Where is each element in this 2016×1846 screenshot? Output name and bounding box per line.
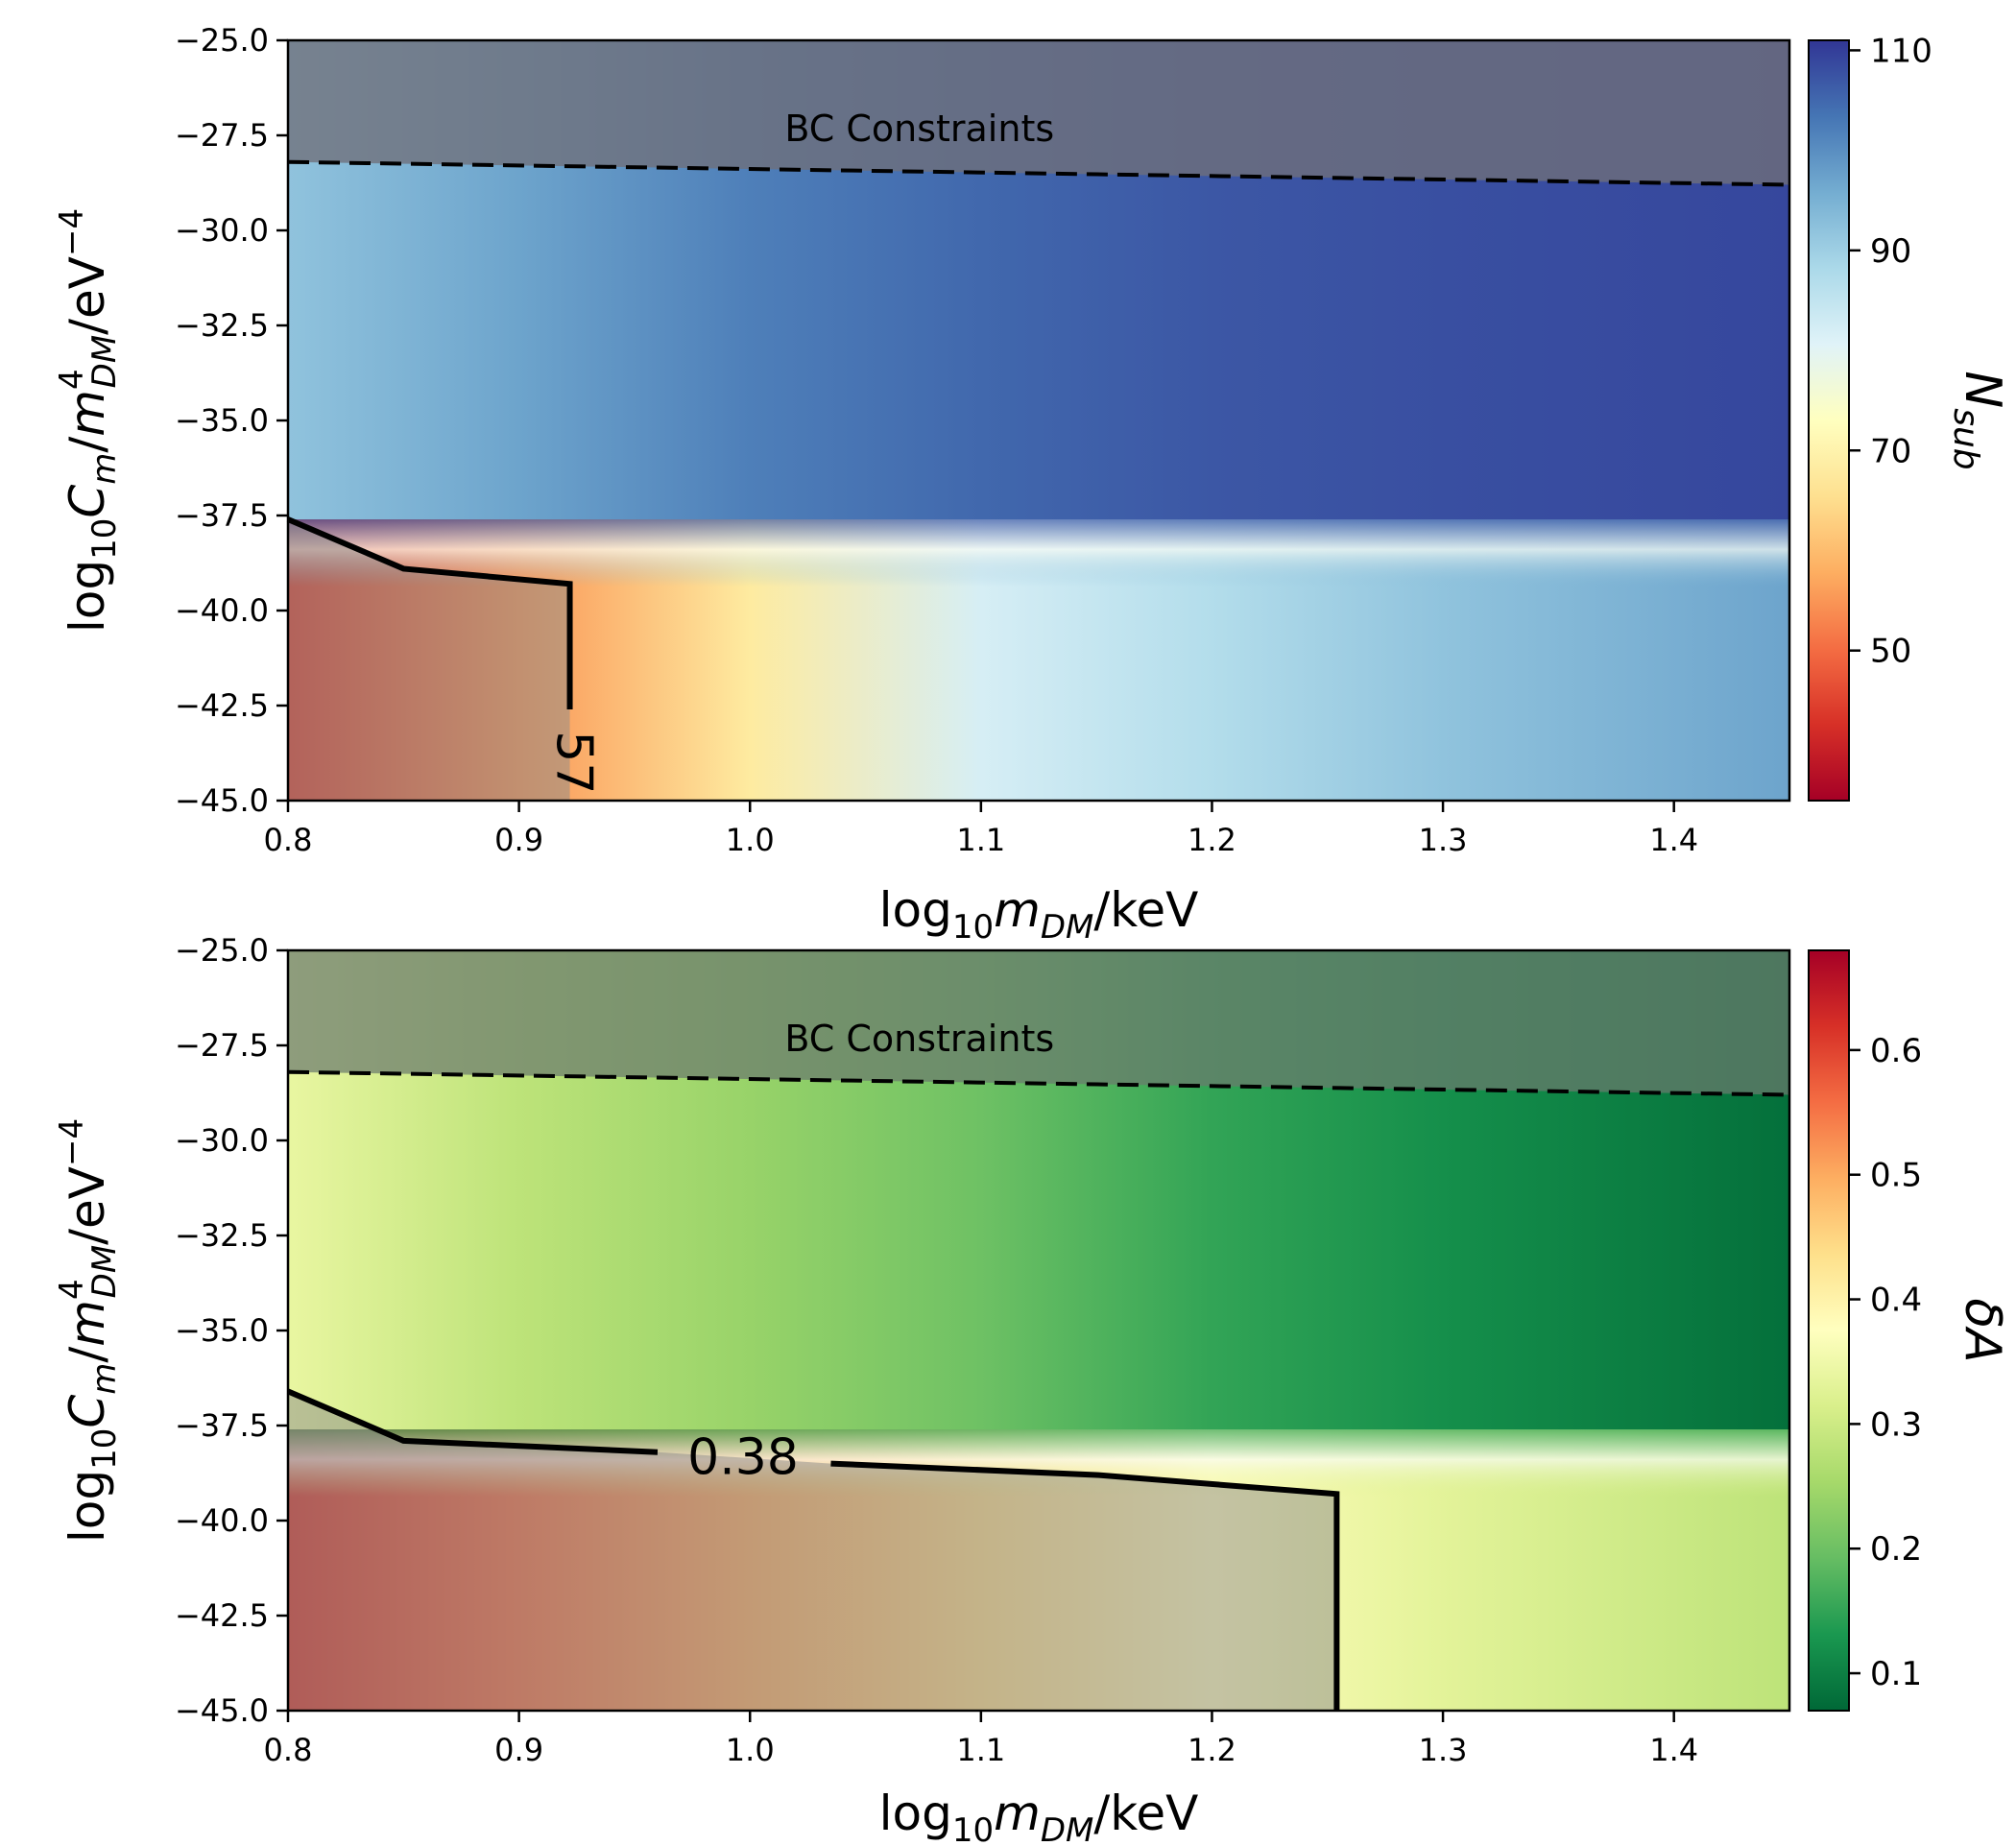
colorbar-tick-label: 0.5 bbox=[1870, 1157, 1922, 1195]
top-bc-excluded-region bbox=[288, 40, 1789, 185]
x-tick-label: 0.9 bbox=[494, 1732, 543, 1768]
colorbar-tick-label: 110 bbox=[1870, 32, 1932, 70]
top-bc-line bbox=[287, 159, 1790, 187]
top-colorbar-label: Nsub bbox=[1946, 371, 2011, 469]
y-tick-label: −30.0 bbox=[175, 1122, 269, 1159]
top-x-axis: 0.8 0.9 1.0 1.1 1.2 1.3 1.4 bbox=[264, 801, 1698, 858]
x-tick-label: 0.8 bbox=[264, 822, 313, 858]
bottom-panel: BC Constraints 0.38 0.8 0.9 1.0 1.1 1.2 1.3 1.… bbox=[53, 932, 2011, 1846]
top-y-axis-label: log10Cm/m4DM/eV−4 bbox=[53, 208, 124, 633]
y-tick-label: −27.5 bbox=[175, 117, 269, 154]
colorbar-tick-label: 0.4 bbox=[1870, 1282, 1922, 1320]
bottom-x-axis-label: log10mDM/keV bbox=[879, 1786, 1199, 1846]
bottom-colorbar-label: δA bbox=[1954, 1298, 2011, 1362]
bottom-bc-line bbox=[287, 1069, 1790, 1097]
y-tick-label: −37.5 bbox=[175, 497, 269, 534]
top-contour-line bbox=[286, 516, 573, 709]
colorbar-tick-label: 50 bbox=[1870, 633, 1911, 671]
colorbar-tick-label: 90 bbox=[1870, 232, 1911, 271]
bottom-y-axis: −25.0 −27.5 −30.0 −32.5 −35.0 −37.5 −40.0 −42.5… bbox=[175, 932, 288, 1729]
y-tick-label: −42.5 bbox=[175, 1597, 269, 1634]
y-tick-label: −35.0 bbox=[175, 1312, 269, 1349]
colorbar-tick-label: 0.3 bbox=[1870, 1405, 1922, 1444]
top-colorbar-ticks: 50 70 90 110 bbox=[1849, 32, 1932, 671]
x-tick-label: 1.4 bbox=[1649, 1732, 1698, 1768]
top-transition-band bbox=[288, 519, 1789, 587]
colorbar-tick-label: 0.2 bbox=[1870, 1530, 1922, 1569]
svg-text:log10mDM/keV: log10mDM/keV bbox=[879, 1786, 1199, 1846]
y-tick-label: −45.0 bbox=[175, 1692, 269, 1729]
y-tick-label: −45.0 bbox=[175, 782, 269, 819]
bottom-bc-excluded-region bbox=[288, 950, 1789, 1095]
y-tick-label: −30.0 bbox=[175, 212, 269, 249]
bottom-contour-excluded-region bbox=[288, 1391, 1337, 1711]
top-colorbar bbox=[1808, 39, 1850, 802]
bottom-contour-label: 0.38 bbox=[687, 1429, 799, 1487]
y-tick-label: −40.0 bbox=[175, 1502, 269, 1539]
x-tick-label: 1.0 bbox=[726, 822, 775, 858]
colorbar-tick-label: 70 bbox=[1870, 432, 1911, 470]
bottom-colorbar-ticks: 0.1 0.2 0.3 0.4 0.5 0.6 bbox=[1849, 1032, 1922, 1693]
y-tick-label: −37.5 bbox=[175, 1407, 269, 1444]
y-tick-label: −25.0 bbox=[175, 932, 269, 969]
svg-text:log10Cm/m4DM/eV−4: log10Cm/m4DM/eV−4 bbox=[53, 208, 124, 633]
top-x-axis-label: log10mDM/keV bbox=[879, 882, 1199, 947]
svg-text:Nsub: Nsub bbox=[1946, 371, 2011, 469]
colorbar-tick-label: 0.1 bbox=[1870, 1655, 1922, 1693]
top-panel: BC Constraints 57 0.8 0.9 1.0 1.1 1.2 1.3 1.4 … bbox=[53, 22, 2011, 947]
y-tick-label: −42.5 bbox=[175, 687, 269, 724]
x-tick-label: 1.0 bbox=[726, 1732, 775, 1768]
x-tick-label: 1.2 bbox=[1188, 822, 1236, 858]
y-tick-label: −35.0 bbox=[175, 402, 269, 439]
x-tick-label: 1.1 bbox=[956, 822, 1005, 858]
x-tick-label: 0.9 bbox=[494, 822, 543, 858]
bottom-x-axis: 0.8 0.9 1.0 1.1 1.2 1.3 1.4 bbox=[264, 1711, 1698, 1768]
x-tick-label: 1.3 bbox=[1419, 822, 1468, 858]
x-tick-label: 0.8 bbox=[264, 1732, 313, 1768]
x-tick-label: 1.1 bbox=[956, 1732, 1005, 1768]
y-tick-label: −40.0 bbox=[175, 592, 269, 629]
x-tick-label: 1.2 bbox=[1188, 1732, 1236, 1768]
svg-text:δA: δA bbox=[1954, 1298, 2011, 1362]
y-tick-label: −32.5 bbox=[175, 307, 269, 344]
y-tick-label: −27.5 bbox=[175, 1027, 269, 1064]
x-tick-label: 1.3 bbox=[1419, 1732, 1468, 1768]
bottom-colorbar bbox=[1808, 949, 1850, 1712]
top-contour-excluded-region bbox=[288, 518, 570, 801]
y-tick-label: −32.5 bbox=[175, 1217, 269, 1254]
svg-text:log10mDM/keV: log10mDM/keV bbox=[879, 882, 1199, 947]
bottom-contour-line bbox=[286, 1388, 1340, 1711]
x-tick-label: 1.4 bbox=[1649, 822, 1698, 858]
colorbar-tick-label: 0.6 bbox=[1870, 1032, 1922, 1070]
top-contour-label: 57 bbox=[545, 731, 603, 794]
top-y-axis: −25.0 −27.5 −30.0 −32.5 −35.0 −37.5 −40.0 −42.5… bbox=[175, 22, 288, 819]
y-tick-label: −25.0 bbox=[175, 22, 269, 59]
bottom-bc-label: BC Constraints bbox=[784, 1018, 1054, 1060]
top-bc-label: BC Constraints bbox=[784, 108, 1054, 150]
svg-text:log10Cm/m4DM/eV−4: log10Cm/m4DM/eV−4 bbox=[53, 1118, 124, 1543]
bottom-y-axis-label: log10Cm/m4DM/eV−4 bbox=[53, 1118, 124, 1543]
